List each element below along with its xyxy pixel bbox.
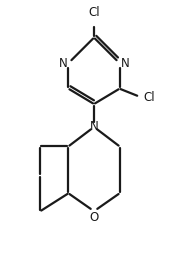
- Text: N: N: [121, 57, 129, 70]
- Text: Cl: Cl: [143, 91, 155, 104]
- Text: Cl: Cl: [88, 6, 100, 19]
- Text: N: N: [90, 120, 98, 133]
- Text: N: N: [59, 57, 67, 70]
- Text: O: O: [89, 211, 99, 224]
